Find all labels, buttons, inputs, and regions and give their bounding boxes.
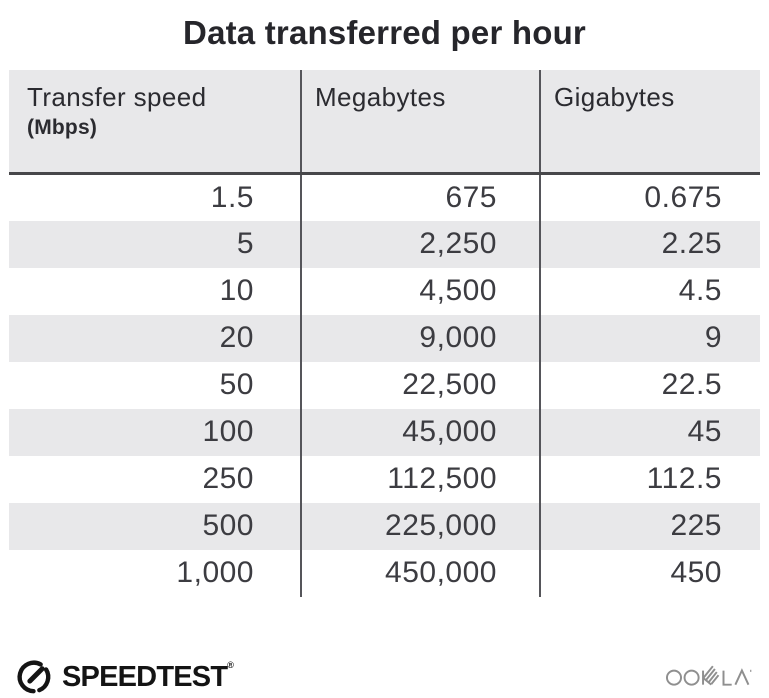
cell-transfer-speed: 1.5 [210, 180, 254, 214]
col-header-gigabytes: Gigabytes [539, 70, 760, 175]
cell-gigabytes: 450 [539, 549, 760, 597]
cell-gigabytes: 2.25 [539, 220, 760, 268]
speedtest-logo: SPEEDTEST® [15, 656, 234, 696]
cell-megabytes: 112,500 [300, 455, 540, 503]
cell-megabytes: 225,000 [300, 502, 540, 550]
col-header-transfer-speed-unit: (Mbps) [27, 116, 98, 139]
cell-gigabytes: 112.5 [539, 455, 760, 503]
data-table: Transfer speed (Mbps) Megabytes Gigabyte… [9, 70, 760, 597]
cell-transfer-speed: 250 [202, 462, 254, 495]
table-row: 250 112,500 112.5 [9, 455, 760, 503]
ookla-logo [665, 660, 755, 692]
speedtest-gauge-icon [17, 660, 51, 694]
table-row: 10 4,500 4.5 [9, 267, 760, 315]
col-header-gigabytes-label: Gigabytes [554, 82, 675, 112]
cell-gigabytes: 4.5 [539, 267, 760, 315]
cell-transfer-speed: 20 [219, 321, 254, 354]
table-row: 50 22,500 22.5 [9, 361, 760, 409]
speedtest-trademark: ® [227, 659, 234, 670]
cell-transfer-speed: 50 [219, 368, 254, 401]
cell-megabytes: 22,500 [300, 361, 540, 409]
cell-gigabytes: 45 [539, 408, 760, 456]
table-row: 1,000 450,000 450 [9, 549, 760, 597]
cell-megabytes: 9,000 [300, 314, 540, 362]
cell-gigabytes: 9 [539, 314, 760, 362]
page-title: Data transferred per hour [183, 14, 586, 51]
ookla-wordmark-icon [665, 665, 752, 686]
col-header-transfer-speed: Transfer speed (Mbps) [9, 70, 301, 175]
cell-transfer-speed: 100 [202, 415, 254, 448]
col-header-transfer-speed-label: Transfer speed [27, 82, 207, 112]
table-row: 5 2,250 2.25 [9, 220, 760, 268]
cell-transfer-speed: 500 [202, 509, 254, 542]
speedtest-wordmark: SPEEDTEST® [62, 659, 234, 693]
cell-transfer-speed: 10 [219, 274, 254, 307]
speedtest-wordmark-text: SPEEDTEST [62, 660, 228, 693]
cell-megabytes: 45,000 [300, 408, 540, 456]
cell-megabytes: 2,250 [300, 220, 540, 268]
cell-transfer-speed: 5 [236, 227, 254, 260]
cell-gigabytes: 225 [539, 502, 760, 550]
col-header-megabytes: Megabytes [300, 70, 540, 175]
col-header-megabytes-label: Megabytes [315, 82, 446, 112]
table-row: 100 45,000 45 [9, 408, 760, 456]
cell-megabytes: 4,500 [300, 267, 540, 315]
cell-gigabytes: 22.5 [539, 361, 760, 409]
cell-megabytes: 675 [300, 173, 540, 221]
cell-megabytes: 450,000 [300, 549, 540, 597]
table-row: 1.5 675 0.675 [9, 173, 760, 221]
cell-transfer-speed: 1,000 [176, 556, 254, 589]
table-row: 20 9,000 9 [9, 314, 760, 362]
table-header-row: Transfer speed (Mbps) Megabytes Gigabyte… [9, 70, 760, 175]
cell-gigabytes: 0.675 [539, 173, 760, 221]
table-row: 500 225,000 225 [9, 502, 760, 550]
